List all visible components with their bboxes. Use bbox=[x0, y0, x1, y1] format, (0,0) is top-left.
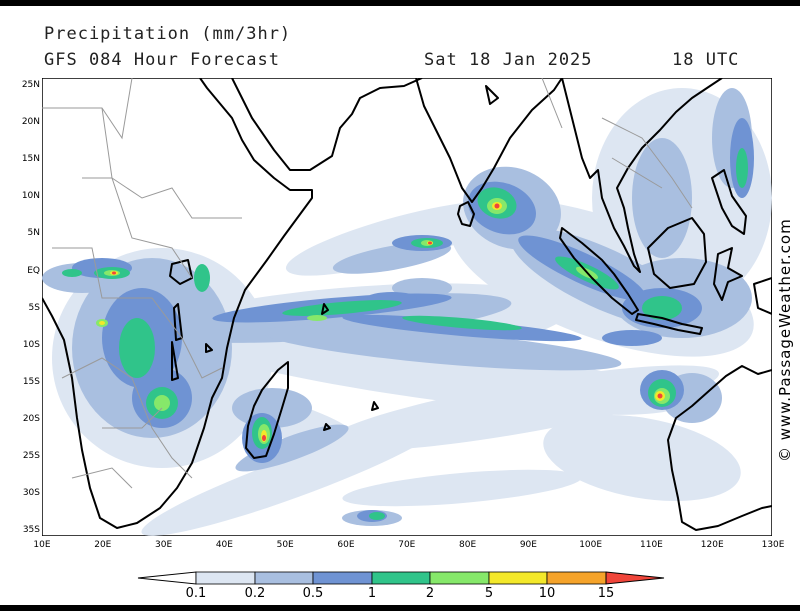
coastline-india bbox=[415, 78, 563, 203]
lon-label: 20E bbox=[94, 540, 112, 550]
lon-label: 40E bbox=[215, 540, 233, 550]
precip-cell bbox=[99, 321, 105, 325]
lon-label: 60E bbox=[337, 540, 355, 550]
coastline-borneo bbox=[647, 217, 707, 289]
precipitation-map: 25N 20N 15N 10N 5N EQ 5S 10S 15S 20S 25S 30S 35S 10E… bbox=[22, 78, 784, 550]
coastline-madagascar bbox=[245, 361, 289, 459]
forecast-date: Sat 18 Jan 2025 bbox=[424, 50, 593, 70]
lon-label: 90E bbox=[519, 540, 537, 550]
colorbar-label: 1 bbox=[367, 586, 377, 601]
lat-label: 15N bbox=[21, 154, 40, 165]
lat-label: 5N bbox=[27, 228, 40, 239]
colorbar-label: 15 bbox=[597, 586, 615, 601]
colorbar-label: 10 bbox=[538, 586, 556, 601]
coastline-indochina bbox=[561, 78, 723, 273]
colorbar-label: 0.2 bbox=[244, 586, 266, 601]
precip-cell bbox=[632, 138, 692, 258]
lon-label: 110E bbox=[640, 540, 663, 550]
precip-cell bbox=[262, 435, 266, 441]
coastline-arabia bbox=[231, 78, 423, 171]
coastline-africa bbox=[42, 78, 313, 529]
lat-label: EQ bbox=[27, 265, 40, 276]
lat-label: 5S bbox=[28, 302, 40, 313]
coastline-layer bbox=[42, 78, 772, 531]
precip-cell bbox=[194, 264, 210, 292]
colorbar-label: 0.5 bbox=[302, 586, 324, 601]
precip-cell bbox=[602, 330, 662, 346]
precip-cell bbox=[543, 414, 741, 502]
lon-label: 80E bbox=[459, 540, 477, 550]
coastline-lakes bbox=[169, 259, 193, 381]
lon-label: 70E bbox=[398, 540, 416, 550]
lon-label: 30E bbox=[155, 540, 173, 550]
coastline-sulawesi bbox=[713, 247, 743, 301]
lon-label: 100E bbox=[579, 540, 603, 550]
precipitation-layer bbox=[42, 88, 772, 536]
lon-label: 130E bbox=[761, 540, 785, 550]
precip-cell bbox=[62, 269, 82, 277]
forecast-label: GFS 084 Hour Forecast bbox=[44, 50, 280, 70]
precip-cell bbox=[282, 300, 402, 316]
lon-label: 120E bbox=[700, 540, 724, 550]
forecast-time: 18 UTC bbox=[672, 50, 740, 70]
lat-label: 10N bbox=[21, 191, 40, 202]
lat-label: 20N bbox=[21, 117, 40, 128]
precip-cell bbox=[119, 318, 155, 378]
coastline-sumatra bbox=[559, 227, 639, 315]
map-title: Precipitation (mm/3hr) bbox=[44, 24, 292, 44]
precip-cell bbox=[369, 512, 385, 520]
precip-cell bbox=[262, 325, 622, 371]
lat-label: 25S bbox=[22, 451, 40, 461]
lat-label: 35S bbox=[22, 525, 40, 536]
precip-cell bbox=[494, 203, 500, 209]
precip-cell bbox=[392, 278, 452, 298]
precip-cell bbox=[736, 148, 748, 188]
border-layer bbox=[42, 78, 693, 489]
precip-cell bbox=[657, 393, 663, 399]
lat-label: 25N bbox=[21, 80, 40, 90]
colorbar-label: 0.1 bbox=[185, 586, 207, 601]
precip-cell bbox=[141, 420, 443, 536]
precip-cell bbox=[112, 271, 116, 275]
precip-cell bbox=[402, 315, 522, 331]
lon-label: 50E bbox=[276, 540, 294, 550]
colorbar-label: 5 bbox=[484, 586, 494, 601]
precip-cell bbox=[428, 241, 432, 245]
map-canvas bbox=[42, 78, 772, 536]
credit-text: © www.PassageWeather.com bbox=[776, 218, 794, 462]
lat-label: 30S bbox=[22, 488, 40, 499]
lat-label: 10S bbox=[22, 339, 40, 350]
country-borders bbox=[42, 78, 693, 489]
precip-cell bbox=[154, 395, 170, 411]
coastline-srilanka bbox=[457, 201, 475, 227]
precip-cell bbox=[642, 296, 682, 320]
precip-cell bbox=[342, 469, 582, 507]
coastline-australia bbox=[667, 365, 772, 531]
lat-label: 15S bbox=[22, 376, 40, 387]
coastline-newguinea bbox=[753, 277, 772, 315]
precip-cell bbox=[307, 315, 327, 321]
coastline-philippines bbox=[711, 169, 747, 235]
colorbar-label: 2 bbox=[425, 586, 435, 601]
lat-label: 20S bbox=[22, 413, 40, 424]
coastline-islands bbox=[205, 85, 499, 431]
lon-label: 10E bbox=[33, 540, 51, 550]
coastline-java bbox=[635, 313, 703, 335]
